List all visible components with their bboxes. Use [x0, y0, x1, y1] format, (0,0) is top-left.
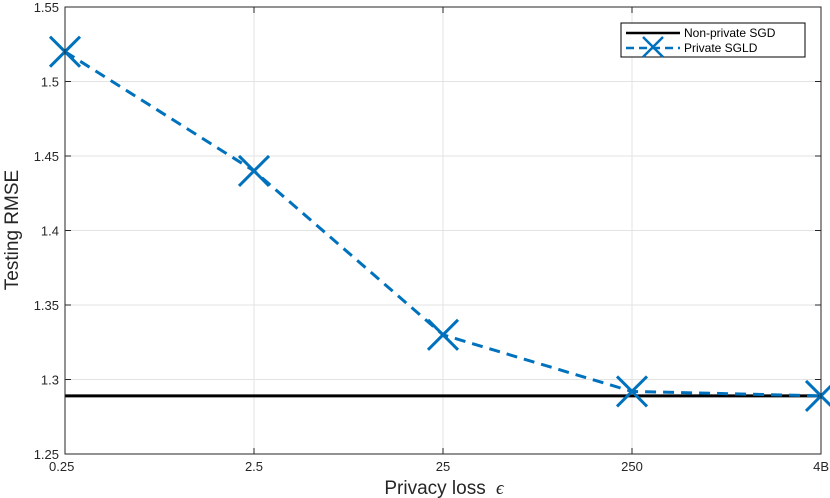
y-tick-label-1: 1.3	[41, 373, 59, 388]
legend-label-private-sgld: Private SGLD	[684, 41, 758, 55]
tick-labels: 0.25 2.5 25 250 4B 1.25 1.3 1.35 1.4 1.45 1.5 1.55	[34, 0, 829, 474]
data-point-stroke-b	[426, 318, 460, 351]
x-axis-label: Privacy loss ϵ	[384, 478, 505, 498]
x-tick-label-4: 4B	[813, 459, 829, 474]
x-tick-label-3: 250	[621, 459, 643, 474]
data-point-private-sgld-2	[426, 318, 460, 351]
x-axis-label-text: Privacy loss	[384, 478, 485, 498]
legend-box	[620, 22, 806, 58]
data-point-private-sgld-1	[237, 154, 271, 187]
y-tick-label-4: 1.45	[34, 149, 59, 164]
legend-marker-private-sgld	[642, 36, 664, 58]
y-tick-label-3: 1.4	[41, 224, 59, 239]
legend-label-non-private-sgd: Non-private SGD	[684, 26, 776, 40]
x-tick-label-2: 25	[436, 459, 450, 474]
y-tick-label-2: 1.35	[34, 298, 59, 313]
y-axis-label: Testing RMSE	[2, 170, 23, 290]
y-tick-label-5: 1.5	[41, 75, 59, 90]
y-tick-label-6: 1.55	[34, 0, 59, 15]
x-tick-label-0: 0.25	[49, 459, 74, 474]
data-point-stroke-b	[237, 154, 271, 187]
data-point-stroke-b	[615, 375, 649, 408]
data-point-private-sgld-3	[615, 375, 649, 408]
axes	[64, 6, 822, 455]
x-tick-label-1: 2.5	[245, 459, 263, 474]
x-axis-label-symbol: ϵ	[496, 478, 505, 498]
axes-box	[64, 6, 822, 455]
legend: Non-private SGD Private SGLD	[620, 22, 806, 58]
y-tick-label-0: 1.25	[34, 447, 59, 462]
